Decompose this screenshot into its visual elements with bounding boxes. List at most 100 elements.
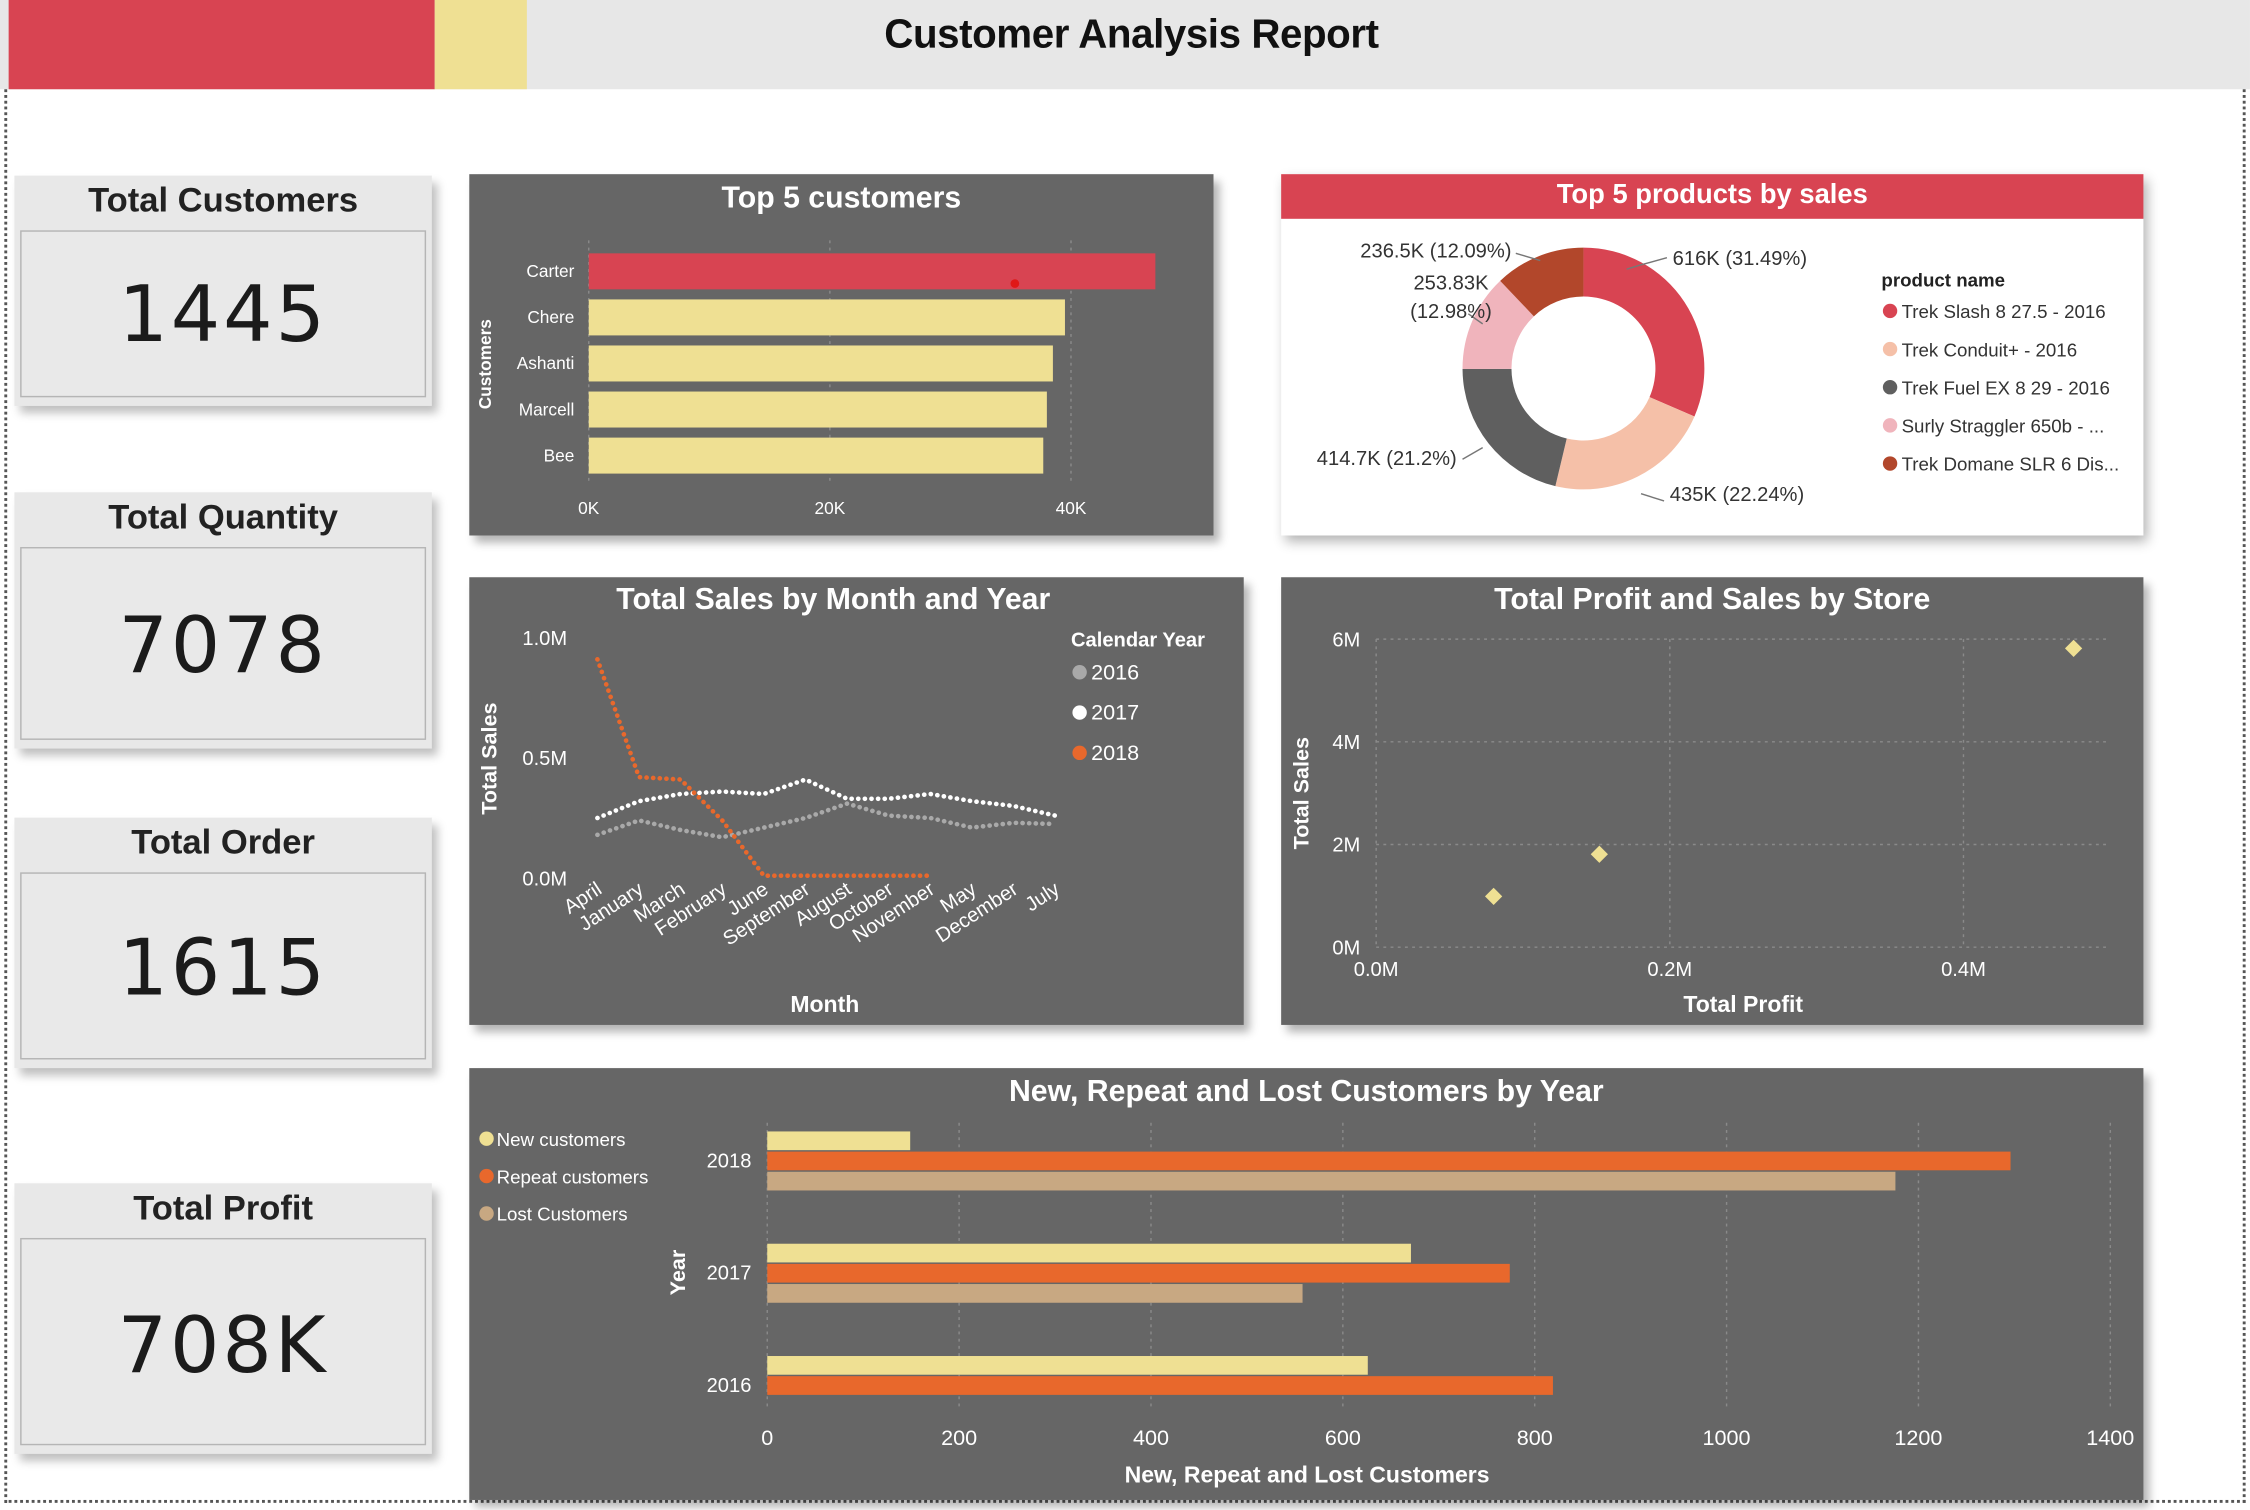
x-tick-label: 0.2M [1647,959,1692,981]
legend-label: 2018 [1091,740,1139,765]
x-tick-label: 20K [815,498,846,518]
monthly-sales-panel[interactable]: Total Sales by Month and Year 0.0M 0.5M 1.… [469,577,1244,1025]
series-line-2016 [595,801,1058,840]
x-tick-label: 1000 [1703,1425,1751,1450]
x-tick-label: 0K [578,498,600,518]
y-tick-label: 0.5M [522,748,567,770]
x-tick-label: 200 [941,1425,977,1450]
y-tick-label: 6M [1332,629,1360,651]
kpi-value: 7078 [118,600,328,691]
top5-customers-chart: Carter Chere Ashanti Marcell Bee 0K 20K 40K Cust… [475,240,1156,518]
slice-2 [1462,368,1567,487]
legend-marker [1882,341,1898,357]
legend-marker [1882,380,1898,395]
x-axis-label: New, Repeat and Lost Customers [1125,1462,1490,1488]
bar-ashanti [588,345,1053,382]
header-accent-red [8,0,435,90]
bar-carter [588,253,1156,290]
data-label: (12.98%) [1410,301,1492,323]
store-scatter-panel[interactable]: Total Profit and Sales by Store 0M 2M 4M 6M… [1281,577,2144,1025]
category-label: Bee [544,445,575,465]
leader-line [1626,264,1642,270]
bar-2018-0 [767,1131,911,1151]
legend-marker [1072,745,1087,761]
kpi-card-total-customers[interactable]: Total Customers 1445 [14,175,432,406]
kpi-label: Total Profit [133,1189,314,1228]
kpi-card-total-profit[interactable]: Total Profit 708K [14,1183,432,1454]
y-tick-label: 0.0M [522,868,567,890]
leader-line [1462,447,1484,460]
category-label: 2017 [707,1263,752,1285]
data-label: 414.7K (21.2%) [1317,448,1457,470]
data-label: 236.5K (12.09%) [1360,241,1511,263]
category-label: 2016 [707,1375,752,1397]
kpi-value: 1445 [118,269,328,360]
store-point [2064,639,2083,658]
page-border [4,89,2246,1503]
customers-by-year-panel[interactable]: New, Repeat and Lost Customers by Year 0… [469,1068,2144,1500]
slice-3 [1462,280,1534,370]
kpi-value: 1615 [118,922,328,1014]
bar-2017-0 [767,1243,1411,1263]
slice-1 [1555,397,1695,490]
legend-label: 2016 [1091,659,1139,684]
slice-0 [1583,247,1705,417]
header-accent-yellow [434,0,527,90]
x-tick-label: 40K [1056,498,1087,518]
kpi-label: Total Quantity [108,498,338,537]
legend-marker [1882,303,1898,319]
y-axis-label: Year [665,1249,690,1295]
kpi-card-total-quantity[interactable]: Total Quantity 7078 [14,492,432,749]
x-axis-label: Total Profit [1683,991,1803,1017]
legend-marker [479,1206,494,1221]
store-point [1484,887,1503,905]
data-label: 253.83K [1413,272,1489,294]
y-axis-label: Total Sales [477,702,502,814]
data-label: 616K (31.49%) [1673,248,1807,270]
series-line-2017 [595,777,1058,821]
legend-label: 2017 [1091,700,1139,725]
kpi-box: 7078 [20,547,427,740]
x-tick-label: 800 [1517,1425,1553,1450]
legend-marker [479,1168,494,1184]
x-tick-label: 0.4M [1941,959,1986,981]
legend-label: Trek Domane SLR 6 Dis... [1902,454,2120,475]
bar-2016-0 [767,1356,1368,1375]
leader-line [1640,256,1668,266]
kpi-label: Total Order [131,823,315,863]
x-tick-label: 600 [1325,1425,1361,1450]
legend-marker [1882,418,1898,433]
legend-marker [1882,456,1898,471]
category-label: Carter [526,261,574,281]
y-tick-label: 4M [1332,732,1360,754]
top5-products-panel[interactable]: Top 5 products by sales 616K (31.49%) 435… [1281,174,2144,536]
kpi-card-total-order[interactable]: Total Order 1615 [14,817,432,1069]
chart-title: Total Sales by Month and Year [616,582,1051,617]
store-scatter-chart: 0M 2M 4M 6M 0.0M 0.2M 0.4M Total Profit Total Sa… [1289,629,2108,1017]
bar-2017-1 [767,1263,1510,1283]
monthly-sales-chart: 0.0M0.5M1.0MAprilJanuaryMarchFebruaryJun… [477,628,1206,1017]
chart-title: Top 5 products by sales [1281,174,2144,219]
chart-title: Total Profit and Sales by Store [1494,582,1931,617]
legend-label: Trek Conduit+ - 2016 [1902,339,2078,360]
chart-title: New, Repeat and Lost Customers by Year [1008,1075,1604,1109]
leader-line [1467,313,1484,325]
x-tick-label: 0.0M [1354,959,1399,981]
kpi-value: 708K [117,1299,329,1391]
page-title: Customer Analysis Report [884,11,1379,57]
bar-2018-1 [767,1151,2011,1171]
top5-customers-panel[interactable]: Top 5 customers Carter Chere Ashanti Marcel… [469,174,1214,536]
legend-title: Calendar Year [1071,629,1205,651]
legend-label: Lost Customers [497,1204,628,1225]
legend-title: product name [1881,269,2005,290]
legend-label: Repeat customers [497,1166,649,1187]
customers-by-year-chart: 0 200 400 600 800 1000 1200 1400 2018 2017 2016 New… [479,1122,2134,1488]
bar-2016-1 [767,1376,1553,1395]
bar-2018-2 [767,1171,1896,1191]
cursor-dot [1010,279,1020,288]
category-label: Chere [527,307,574,327]
legend-marker [1072,665,1087,680]
x-tick-label: 0 [761,1425,773,1450]
x-axis-label: Month [790,991,859,1017]
kpi-box: 708K [20,1237,427,1446]
